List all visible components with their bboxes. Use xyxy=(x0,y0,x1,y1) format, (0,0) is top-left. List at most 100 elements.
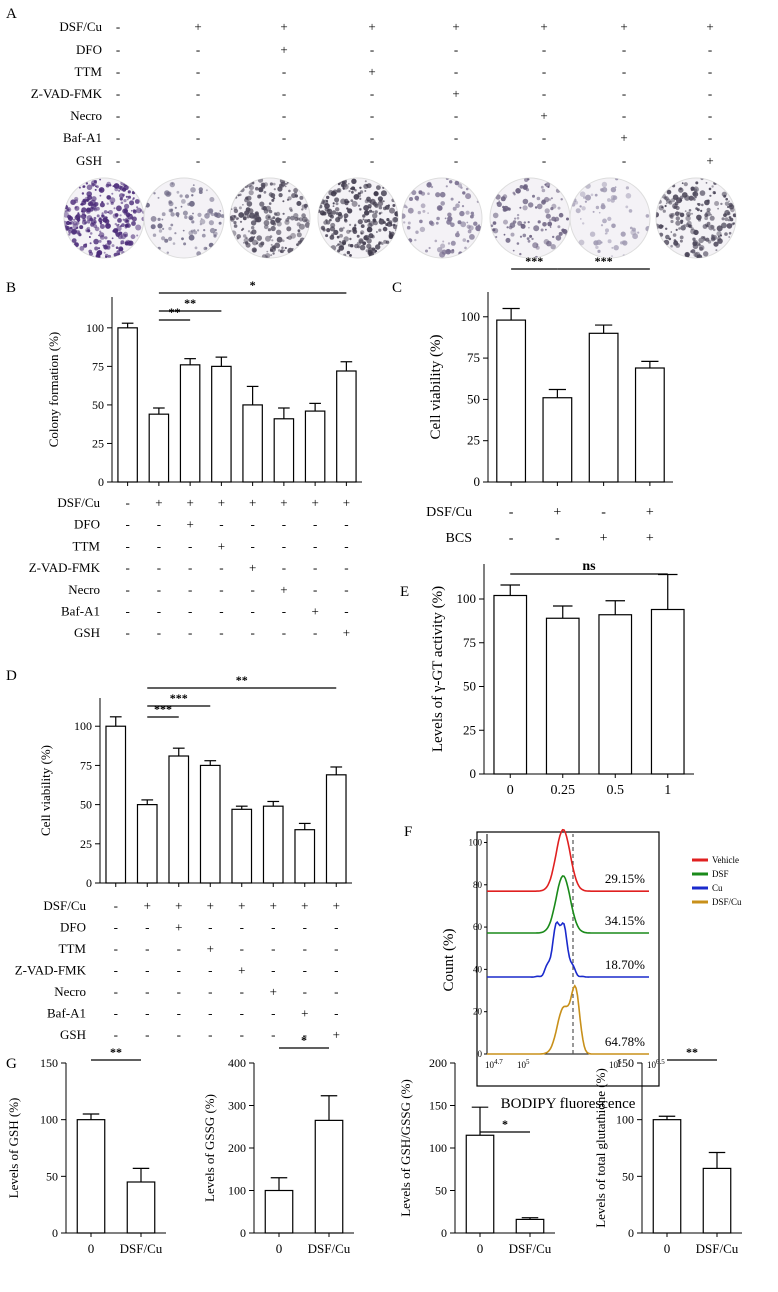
colony xyxy=(347,208,353,214)
a-sign: + xyxy=(452,86,459,101)
colony xyxy=(94,246,99,251)
treatment-sign: - xyxy=(313,582,317,597)
colony xyxy=(728,200,730,203)
colony xyxy=(335,244,338,247)
colony xyxy=(236,237,239,240)
colony xyxy=(436,216,440,221)
treatment-sign: - xyxy=(145,963,149,978)
colony xyxy=(685,223,690,228)
colony xyxy=(708,224,714,231)
y-tick-label: 0 xyxy=(98,475,104,489)
colony xyxy=(679,239,683,243)
a-row-label: DSF/Cu xyxy=(59,19,102,34)
colony xyxy=(91,183,95,187)
y-tick-label: 50 xyxy=(435,1184,447,1198)
colony xyxy=(593,240,599,246)
treatment-sign: - xyxy=(125,625,129,640)
a-sign: - xyxy=(708,130,712,145)
colony xyxy=(78,186,81,189)
colony xyxy=(580,218,582,220)
treatment-sign: + xyxy=(270,984,277,999)
colony xyxy=(536,203,543,210)
colony xyxy=(681,182,684,185)
colony xyxy=(605,228,609,233)
treatment-sign: - xyxy=(145,1027,149,1042)
colony xyxy=(584,200,587,203)
treatment-sign: + xyxy=(218,495,225,510)
colony xyxy=(194,246,198,250)
bar xyxy=(493,594,528,775)
colony xyxy=(455,203,460,208)
treatment-sign: + xyxy=(333,1027,340,1042)
treatment-sign: - xyxy=(334,984,338,999)
colony xyxy=(123,199,127,203)
colony xyxy=(263,224,269,230)
colony xyxy=(297,229,301,233)
colony xyxy=(170,212,175,217)
colony xyxy=(304,219,307,222)
colony xyxy=(273,247,276,250)
colony xyxy=(595,245,599,249)
colony xyxy=(672,233,677,237)
colony xyxy=(390,234,393,237)
colony xyxy=(435,221,439,225)
a-row-label: Z-VAD-FMK xyxy=(31,86,103,101)
colony xyxy=(532,194,535,198)
x-tick-label: 106.5 xyxy=(647,1058,665,1070)
colony xyxy=(329,218,332,222)
treatment-sign: + xyxy=(646,505,654,520)
colony xyxy=(465,187,469,191)
colony xyxy=(625,205,629,209)
colony xyxy=(668,213,674,219)
a-sign: + xyxy=(540,108,547,123)
colony xyxy=(512,249,515,252)
colony xyxy=(219,210,222,212)
colony xyxy=(364,199,369,204)
colony xyxy=(720,202,723,206)
treatment-sign: - xyxy=(208,1027,212,1042)
y-tick-label: 150 xyxy=(616,1056,634,1070)
colony xyxy=(631,227,636,232)
treatment-sign: - xyxy=(509,505,514,520)
colony xyxy=(366,226,373,233)
y-tick-label: 100 xyxy=(228,1184,246,1198)
colony xyxy=(700,178,704,181)
treatment-sign: + xyxy=(175,898,182,913)
colony xyxy=(199,223,202,226)
colony xyxy=(688,195,694,201)
colony xyxy=(150,224,156,230)
y-axis-label: Cell viability (%) xyxy=(428,335,444,440)
colony xyxy=(153,192,156,195)
colony xyxy=(337,243,340,246)
colony xyxy=(708,187,712,191)
colony xyxy=(291,193,297,199)
colony xyxy=(392,204,396,207)
colony xyxy=(354,227,357,229)
colony xyxy=(693,186,699,193)
colony xyxy=(131,191,136,195)
a-sign: - xyxy=(282,86,286,101)
colony xyxy=(464,246,467,250)
colony xyxy=(98,239,102,243)
colony xyxy=(548,198,552,201)
colony xyxy=(522,198,529,205)
bar xyxy=(126,1181,156,1234)
treatment-sign: + xyxy=(186,517,193,532)
colony xyxy=(106,223,109,226)
colony xyxy=(105,255,108,258)
colony xyxy=(75,213,81,219)
colony xyxy=(710,224,715,230)
treatment-sign: + xyxy=(238,898,245,913)
colony xyxy=(366,238,372,244)
colony xyxy=(528,202,534,208)
colony xyxy=(557,206,561,210)
colony xyxy=(714,201,720,206)
colony xyxy=(460,186,463,189)
colony xyxy=(337,189,341,193)
colony xyxy=(663,239,670,246)
treatment-sign: - xyxy=(219,604,223,619)
colony xyxy=(704,216,709,221)
colony xyxy=(376,231,378,233)
treatment-sign: - xyxy=(157,582,161,597)
colony xyxy=(134,199,140,204)
